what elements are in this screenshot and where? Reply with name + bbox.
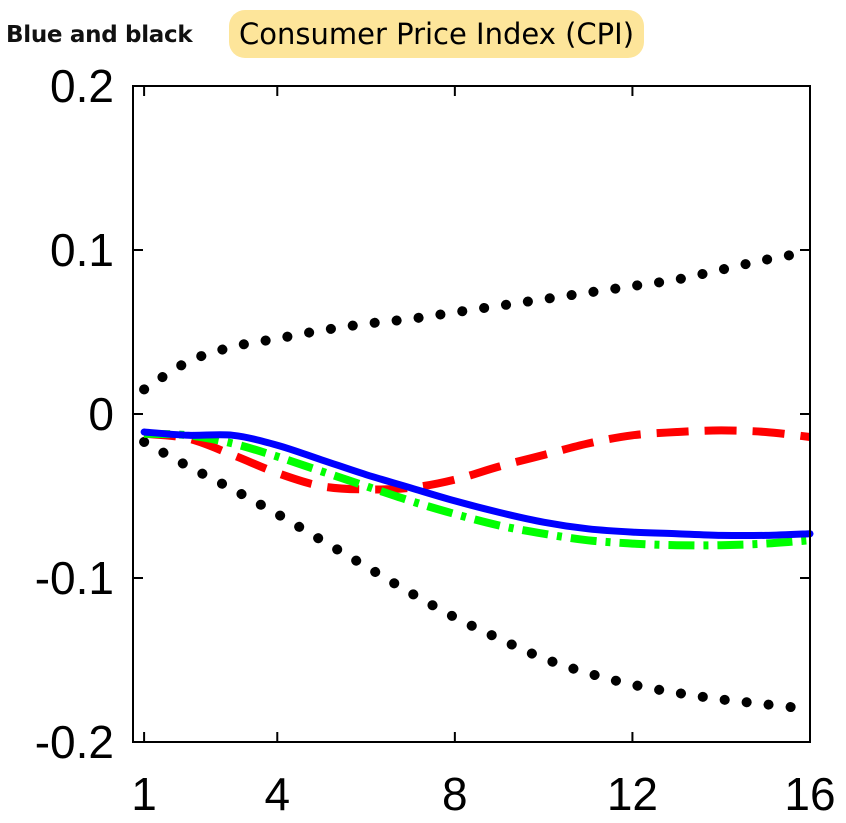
y-tick-label: 0 (88, 388, 114, 440)
y-tick-label: -0.2 (35, 716, 114, 768)
ticks-layer (133, 85, 811, 743)
y-tick-label: 0.2 (50, 60, 114, 112)
plot-frame (132, 85, 811, 743)
x-tick-label: 12 (607, 768, 658, 820)
series-line-3-dashed (143, 426, 811, 494)
x-tick-label: 1 (131, 768, 157, 820)
y-tick-label: -0.1 (35, 552, 114, 604)
series-line-1-dotted (139, 246, 815, 395)
x-tick-label: 8 (442, 768, 468, 820)
series-line-5-solid (140, 428, 814, 540)
caption-text: Blue and black (6, 22, 193, 48)
y-tick-label: 0.1 (50, 224, 114, 276)
series-line-4-dashdot (143, 429, 811, 550)
chart-title: Consumer Price Index (CPI) (229, 10, 645, 58)
x-tick-label: 4 (264, 768, 290, 820)
series-line-2-dotted (139, 436, 815, 715)
labels-layer: -0.2 -0.1 0 0.1 0.2 1 4 8 12 16 (35, 60, 836, 820)
series-layer (139, 246, 815, 715)
x-tick-label: 16 (784, 768, 835, 820)
